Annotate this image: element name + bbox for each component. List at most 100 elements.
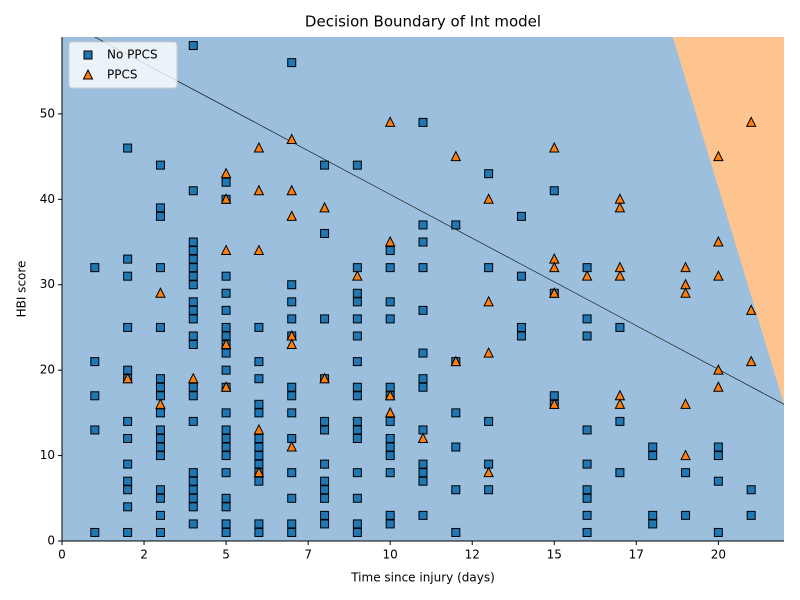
x-tick-label: 15: [547, 548, 562, 562]
data-point: [188, 331, 198, 341]
data-point: [713, 451, 723, 461]
region-above: [672, 37, 784, 405]
data-point: [286, 338, 298, 350]
data-point: [287, 468, 297, 478]
data-point: [582, 493, 592, 503]
data-point: [582, 510, 592, 520]
data-point: [254, 451, 264, 461]
x-tick-label: 2: [140, 548, 148, 562]
data-point: [384, 406, 396, 418]
data-point: [221, 425, 231, 435]
data-point: [516, 331, 526, 341]
data-point: [451, 220, 461, 230]
data-point: [90, 425, 100, 435]
data-point: [648, 510, 658, 520]
data-point: [614, 398, 626, 409]
data-point: [221, 468, 231, 478]
data-point: [155, 493, 165, 503]
data-point: [188, 186, 198, 196]
data-point: [384, 389, 396, 401]
data-point: [221, 408, 231, 418]
data-point: [320, 314, 330, 324]
data-point: [745, 116, 757, 127]
data-point: [548, 261, 560, 273]
data-point: [352, 527, 362, 537]
data-point: [90, 357, 100, 367]
data-point: [188, 271, 198, 281]
data-point: [320, 519, 330, 529]
data-point: [385, 442, 395, 452]
y-axis-label: HBI score: [15, 261, 29, 318]
data-point: [548, 398, 560, 409]
data-point: [188, 382, 198, 392]
x-tick-label: 20: [711, 548, 726, 562]
data-point: [221, 442, 231, 452]
data-point: [418, 374, 428, 384]
data-point: [286, 184, 298, 196]
y-tick-label: 0: [47, 534, 55, 548]
data-point: [352, 493, 362, 503]
data-point: [254, 374, 264, 384]
data-point: [188, 297, 198, 307]
data-point: [188, 263, 198, 273]
data-point: [352, 519, 362, 529]
data-point: [648, 442, 658, 452]
data-point: [253, 244, 265, 256]
data-point: [319, 201, 330, 213]
data-point: [254, 357, 264, 367]
data-point: [516, 271, 526, 281]
data-point: [418, 263, 428, 273]
data-point: [123, 502, 133, 512]
legend-marker: [83, 50, 93, 60]
data-point: [582, 331, 592, 341]
data-point: [320, 416, 330, 426]
data-point: [352, 288, 362, 298]
data-point: [188, 314, 198, 324]
data-point: [320, 493, 330, 503]
data-point: [254, 322, 264, 332]
data-point: [352, 331, 362, 341]
data-point: [155, 211, 165, 221]
y-tick-label: 40: [40, 192, 55, 206]
data-point: [319, 372, 330, 384]
data-point: [418, 468, 428, 478]
data-point: [287, 280, 297, 290]
data-point: [385, 468, 395, 478]
data-point: [320, 476, 330, 486]
data-point: [451, 408, 461, 418]
data-point: [220, 381, 232, 392]
data-point: [287, 382, 297, 392]
data-point: [713, 150, 724, 162]
data-point: [483, 346, 494, 358]
data-point: [484, 416, 494, 426]
data-point: [320, 228, 330, 238]
data-point: [418, 510, 428, 520]
data-point: [188, 416, 198, 426]
data-point: [221, 348, 231, 358]
data-point: [221, 433, 231, 443]
data-point: [320, 160, 330, 170]
data-point: [451, 442, 461, 452]
data-point: [155, 433, 165, 443]
data-point: [188, 493, 198, 503]
data-point: [287, 408, 297, 418]
data-point: [385, 314, 395, 324]
data-point: [287, 58, 297, 68]
data-point: [188, 305, 198, 315]
data-point: [90, 391, 100, 401]
data-point: [253, 423, 265, 435]
data-point: [287, 314, 297, 324]
data-point: [483, 466, 494, 478]
data-point: [123, 485, 133, 495]
data-point: [352, 382, 362, 392]
data-point: [680, 398, 691, 409]
x-tick-label: 5: [222, 548, 230, 562]
data-point: [352, 425, 362, 435]
data-point: [384, 116, 396, 127]
data-point: [384, 235, 396, 247]
data-point: [123, 476, 133, 486]
legend-box: [68, 41, 178, 89]
data-point: [548, 141, 560, 153]
data-point: [713, 476, 723, 486]
data-point: [287, 297, 297, 307]
